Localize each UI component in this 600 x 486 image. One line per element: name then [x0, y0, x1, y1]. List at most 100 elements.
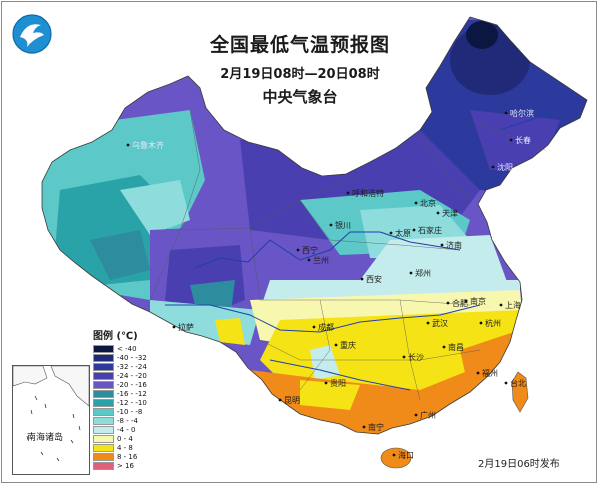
inset-label: 南海诸岛	[27, 433, 64, 443]
city-marker	[126, 143, 130, 147]
city-marker	[334, 343, 338, 347]
city-label: 济南	[446, 241, 462, 250]
legend-item: 8 - 16	[93, 452, 153, 461]
city-marker	[414, 413, 418, 417]
city-marker	[278, 398, 282, 402]
city-label: 广州	[420, 411, 436, 420]
city-marker	[329, 223, 333, 227]
city-marker	[436, 211, 440, 215]
legend-item: 0 - 4	[93, 434, 153, 443]
legend-label: -12 - -10	[117, 398, 147, 407]
legend-swatch	[93, 425, 114, 434]
legend-label: < -40	[117, 344, 137, 353]
legend-item: -4 - 0	[93, 425, 153, 434]
legend-swatch	[93, 362, 114, 371]
city-label: 南京	[470, 297, 486, 306]
city-marker	[409, 271, 413, 275]
city-label: 南昌	[448, 343, 464, 352]
south-china-sea-inset: 南海诸岛	[12, 365, 90, 475]
legend-swatch	[93, 371, 114, 380]
city-label: 太原	[395, 229, 411, 238]
city-marker	[172, 325, 176, 329]
city-marker	[499, 303, 503, 307]
city-marker	[476, 371, 480, 375]
city-marker	[414, 201, 418, 205]
cma-logo	[12, 14, 52, 54]
issue-time: 2月19日06时发布	[478, 459, 560, 470]
legend-item: -40 - -32	[93, 353, 153, 362]
city-label: 拉萨	[178, 323, 194, 332]
city-label: 银川	[335, 221, 351, 230]
city-marker	[504, 381, 508, 385]
city-marker	[479, 321, 483, 325]
city-label: 合肥	[452, 299, 468, 308]
city-label: 重庆	[340, 341, 356, 350]
city-label: 福州	[482, 369, 498, 378]
city-label: 昆明	[284, 396, 300, 405]
city-marker	[442, 345, 446, 349]
city-label: 天津	[442, 209, 458, 218]
legend-item: -16 - -12	[93, 389, 153, 398]
legend-swatch	[93, 452, 114, 461]
issuing-agency: 中央气象台	[262, 88, 338, 106]
city-marker	[446, 301, 450, 305]
legend-label: -4 - 0	[117, 425, 136, 434]
city-marker	[426, 321, 430, 325]
legend-item: -8 - -4	[93, 416, 153, 425]
city-label: 北京	[420, 199, 436, 208]
legend-item: -32 - -24	[93, 362, 153, 371]
legend-swatch	[93, 461, 114, 470]
legend-title: 图例 (℃)	[93, 331, 138, 342]
legend-item: -20 - -16	[93, 380, 153, 389]
city-marker	[509, 138, 513, 142]
city-marker	[464, 299, 468, 303]
city-marker	[440, 243, 444, 247]
legend-label: 4 - 8	[117, 443, 133, 452]
legend-item: -12 - -10	[93, 398, 153, 407]
city-marker	[504, 111, 508, 115]
map-title: 全国最低气温预报图	[209, 34, 390, 56]
city-label: 南宁	[368, 423, 384, 432]
legend-label: -24 - -20	[117, 371, 147, 380]
legend-item: -24 - -20	[93, 371, 153, 380]
city-label: 长沙	[408, 353, 424, 362]
city-label: 石家庄	[418, 226, 442, 235]
legend-item: 4 - 8	[93, 443, 153, 452]
city-marker	[312, 325, 316, 329]
city-label: 上海	[505, 301, 521, 310]
legend-item: -10 - -8	[93, 407, 153, 416]
city-label: 郑州	[415, 269, 431, 278]
city-marker	[324, 381, 328, 385]
city-marker	[307, 258, 311, 262]
legend-swatch	[93, 353, 114, 362]
legend-label: -40 - -32	[117, 353, 147, 362]
legend-swatch	[93, 434, 114, 443]
legend-swatch	[93, 398, 114, 407]
legend-swatch	[93, 407, 114, 416]
city-label: 西安	[366, 275, 382, 284]
legend-label: -8 - -4	[117, 416, 138, 425]
legend-swatch	[93, 389, 114, 398]
legend-swatch	[93, 443, 114, 452]
legend-label: -10 - -8	[117, 407, 143, 416]
city-label: 沈阳	[497, 163, 513, 172]
city-label: 武汉	[432, 319, 448, 328]
legend-label: -20 - -16	[117, 380, 147, 389]
legend-item: < -40	[93, 344, 153, 353]
legend-swatch	[93, 416, 114, 425]
city-label: 贵阳	[330, 379, 346, 388]
city-marker	[296, 248, 300, 252]
city-label: 台北	[510, 379, 526, 388]
legend-label: -32 - -24	[117, 362, 147, 371]
city-label: 呼和浩特	[352, 189, 384, 198]
legend-label: > 16	[117, 461, 134, 470]
city-label: 乌鲁木齐	[132, 141, 164, 150]
city-label: 成都	[318, 323, 334, 332]
city-marker	[412, 228, 416, 232]
city-label: 兰州	[313, 256, 329, 265]
legend-label: 0 - 4	[117, 434, 133, 443]
legend-item: > 16	[93, 461, 153, 470]
legend-label: -16 - -12	[117, 389, 147, 398]
legend-swatch	[93, 380, 114, 389]
